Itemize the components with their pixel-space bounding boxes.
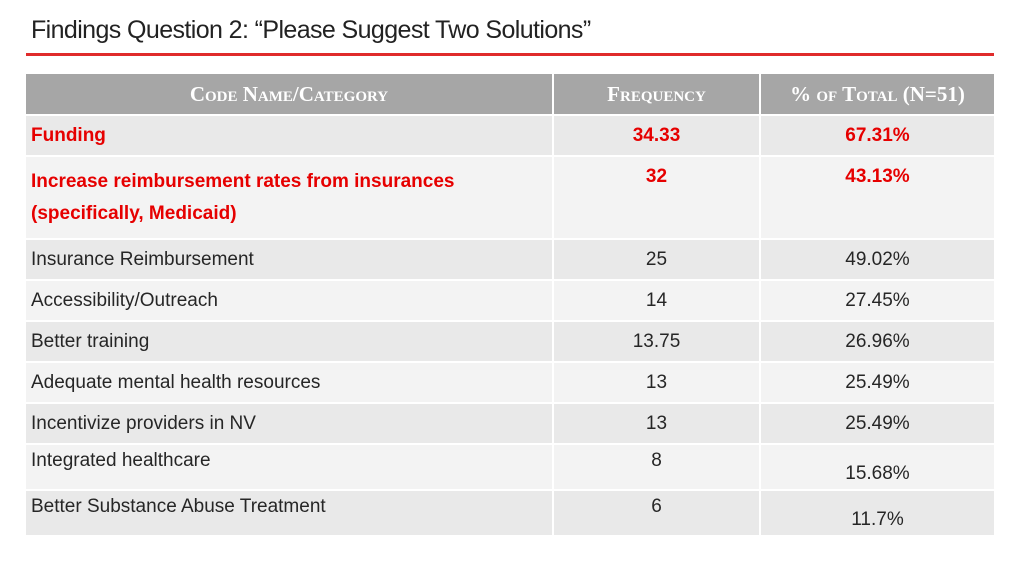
row-frequency: 32 <box>554 157 761 240</box>
row-name: Funding <box>26 116 554 157</box>
row-name: Increase reimbursement rates from insura… <box>26 157 554 240</box>
row-name: Better training <box>26 322 554 363</box>
table-row: Funding 34.33 67.31% <box>26 116 994 157</box>
row-percent: 11.7% <box>761 491 994 537</box>
row-percent: 26.96% <box>761 322 994 363</box>
header-frequency: Frequency <box>554 74 761 116</box>
row-name: Adequate mental health resources <box>26 363 554 404</box>
row-percent: 43.13% <box>761 157 994 240</box>
table-row: Integrated healthcare 8 15.68% <box>26 445 994 491</box>
table-row: Better training 13.75 26.96% <box>26 322 994 363</box>
findings-table: Code Name/Category Frequency % of Total … <box>26 74 994 537</box>
row-frequency: 13 <box>554 363 761 404</box>
row-frequency: 13 <box>554 404 761 445</box>
header-code-name: Code Name/Category <box>26 74 554 116</box>
row-frequency: 8 <box>554 445 761 491</box>
table-row: Increase reimbursement rates from insura… <box>26 157 994 240</box>
row-frequency: 13.75 <box>554 322 761 363</box>
row-frequency: 6 <box>554 491 761 537</box>
row-percent: 25.49% <box>761 363 994 404</box>
row-percent: 27.45% <box>761 281 994 322</box>
table-row: Adequate mental health resources 13 25.4… <box>26 363 994 404</box>
row-name: Better Substance Abuse Treatment <box>26 491 554 537</box>
table-row: Accessibility/Outreach 14 27.45% <box>26 281 994 322</box>
row-frequency: 14 <box>554 281 761 322</box>
row-percent: 25.49% <box>761 404 994 445</box>
table-header-row: Code Name/Category Frequency % of Total … <box>26 74 994 116</box>
row-name: Insurance Reimbursement <box>26 240 554 281</box>
slide-title: Findings Question 2: “Please Suggest Two… <box>31 16 591 44</box>
title-underline <box>26 53 994 56</box>
row-frequency: 25 <box>554 240 761 281</box>
row-name: Incentivize providers in NV <box>26 404 554 445</box>
header-percent-total: % of Total (N=51) <box>761 74 994 116</box>
row-percent: 15.68% <box>761 445 994 491</box>
row-name: Accessibility/Outreach <box>26 281 554 322</box>
table-row: Insurance Reimbursement 25 49.02% <box>26 240 994 281</box>
table-row: Incentivize providers in NV 13 25.49% <box>26 404 994 445</box>
row-percent: 67.31% <box>761 116 994 157</box>
table-row: Better Substance Abuse Treatment 6 11.7% <box>26 491 994 537</box>
row-name: Integrated healthcare <box>26 445 554 491</box>
row-frequency: 34.33 <box>554 116 761 157</box>
row-percent: 49.02% <box>761 240 994 281</box>
